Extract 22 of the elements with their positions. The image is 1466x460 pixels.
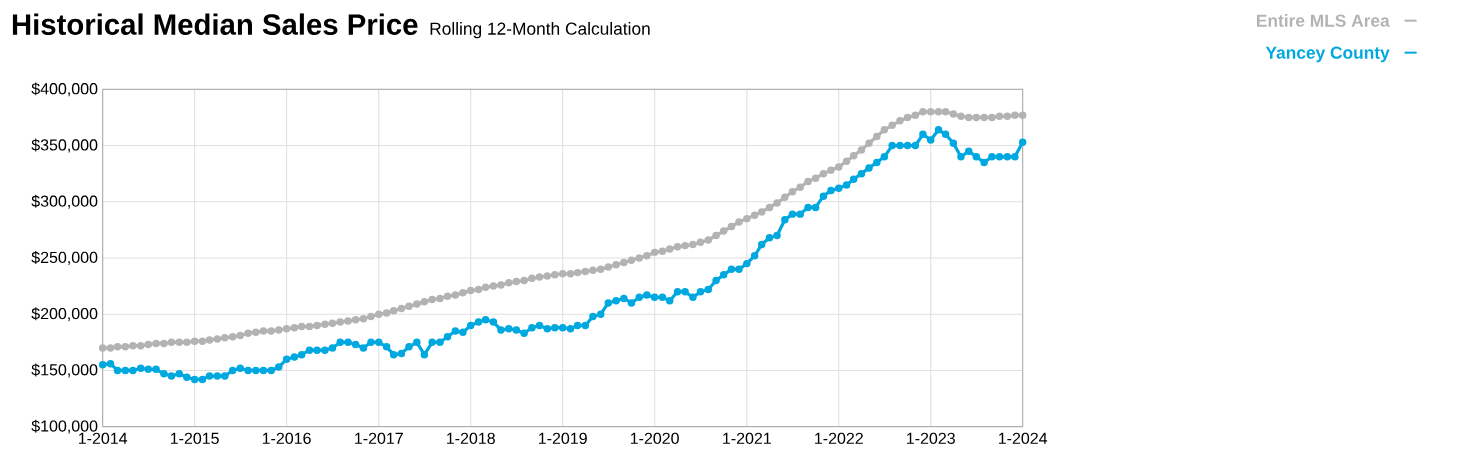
x-tick-label: 1-2018 — [447, 432, 495, 445]
x-tick-label: 1-2014 — [78, 432, 128, 445]
y-tick-label: $100,000 — [31, 419, 98, 434]
x-tick-label: 1-2021 — [723, 432, 771, 445]
y-tick-label: $400,000 — [31, 82, 98, 97]
x-tick-label: 1-2017 — [355, 432, 403, 445]
x-tick-label: 1-2024 — [998, 432, 1048, 445]
chart-subtitle: Rolling 12-Month Calculation — [430, 22, 650, 39]
y-tick-label: $200,000 — [31, 307, 98, 322]
y-tick-label: $350,000 — [31, 138, 98, 153]
y-tick-label: $300,000 — [31, 194, 98, 209]
x-tick-label: 1-2019 — [538, 432, 587, 445]
x-tick-label: 1-2022 — [815, 432, 863, 445]
y-tick-label: $150,000 — [31, 363, 98, 378]
x-tick-label: 1-2020 — [630, 432, 679, 445]
x-tick-label: 1-2016 — [262, 432, 311, 445]
x-tick-label: 1-2023 — [907, 432, 955, 445]
chart-title: Historical Median Sales Price — [12, 13, 418, 35]
x-tick-label: 1-2015 — [170, 432, 219, 445]
legend-label: Entire MLS Area — [1257, 14, 1390, 27]
legend-label: Yancey County — [1265, 46, 1390, 63]
y-tick-label: $250,000 — [31, 251, 98, 265]
